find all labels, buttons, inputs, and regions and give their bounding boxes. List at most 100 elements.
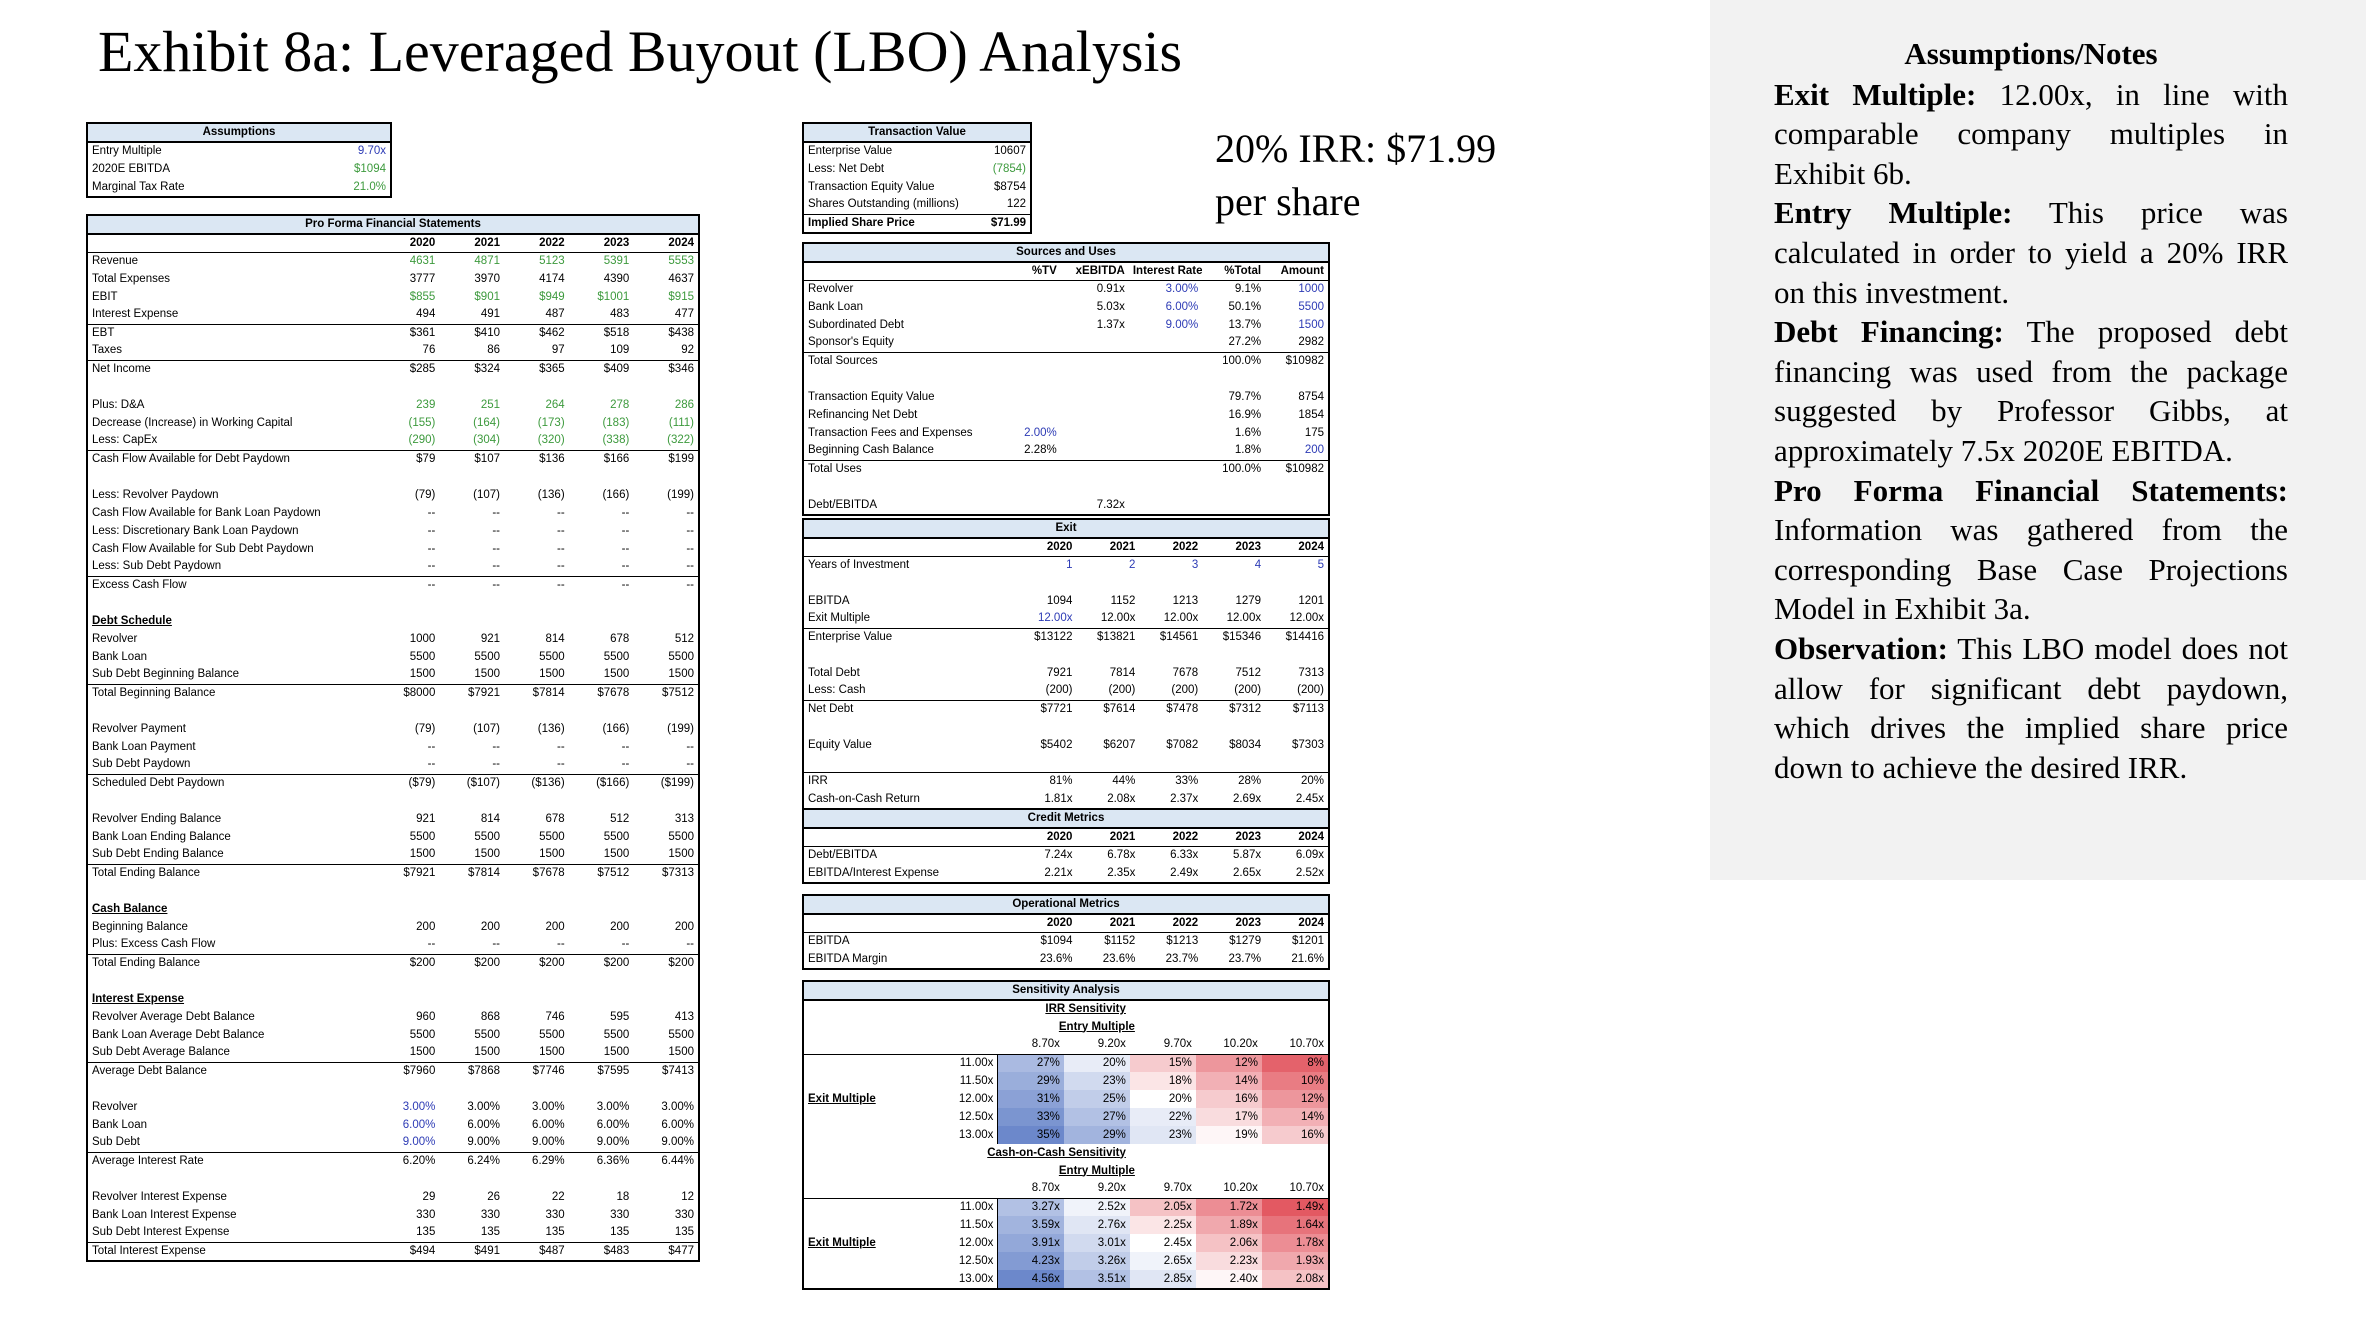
note-paragraph: Debt Financing: The proposed debt financ… [1774, 312, 2288, 470]
sensitivity-cell: 29% [997, 1072, 1064, 1090]
spacer-cell [88, 468, 698, 486]
row-value: $7512 [568, 863, 634, 882]
row-value [504, 612, 569, 630]
sensitivity-cell: 2.45x [1129, 1234, 1196, 1252]
row-value: 6.24% [439, 1151, 504, 1170]
row-value: -- [686, 758, 694, 771]
row-value: -- [492, 758, 500, 771]
spacer-row [804, 718, 1328, 736]
year-cell: 2021 [1076, 914, 1140, 933]
year-cell: 2021 [439, 234, 504, 253]
year-cell: 2024 [1265, 828, 1328, 847]
row-value: 7678 [1172, 666, 1199, 679]
row-value [1202, 496, 1265, 514]
row-value: ($166) [568, 773, 634, 792]
row-label: Revolver [92, 1100, 138, 1113]
row-value: -- [492, 524, 500, 537]
row-value: 1500 [409, 668, 436, 681]
row-value: $1001 [597, 290, 630, 303]
row-value: 8754 [1298, 390, 1324, 403]
row-value: 330 [416, 1208, 436, 1221]
table-row: Total Uses 100.0% $10982 [804, 459, 1328, 478]
blank-cell [935, 1036, 998, 1055]
table-row: Net Income $285 $324 $365 $409 $346 [88, 359, 698, 378]
blank-cell [804, 1036, 935, 1055]
table-header: Operational Metrics [804, 896, 1328, 915]
table-grid: Sensitivity Analysis IRR Sensitivity Entry… [804, 982, 1328, 1288]
notes-body: Exit Multiple: 12.00x, in line with comp… [1774, 75, 2288, 788]
sensitivity-cell: 29% [1063, 1126, 1130, 1144]
row-value: 23.6% [1039, 952, 1073, 965]
row-value: $1213 [1166, 934, 1199, 947]
note-paragraph: Entry Multiple: This price was calculate… [1774, 193, 2288, 312]
row-value: 2.45x [1295, 792, 1324, 805]
row-value: -- [621, 506, 630, 519]
exit-multiple-value: 12.00x [935, 1090, 999, 1108]
row-label: Subordinated Debt [808, 318, 904, 331]
sensitivity-cell: 2.65x [1129, 1252, 1196, 1270]
table-header: Transaction Value [804, 124, 1030, 143]
entry-label-row: Entry Multiple [804, 1018, 1328, 1036]
row-value: 3.00% [467, 1100, 500, 1113]
row-value [375, 900, 440, 918]
year-cell: 2023 [568, 234, 634, 253]
row-value: 5500 [539, 650, 565, 663]
row-value: 5500 [668, 1028, 694, 1041]
row-value: 7.32x [1096, 498, 1125, 511]
sensitivity-row: Exit Multiple 12.00x 3.91x 3.01x 2.45x 2.06x 1… [804, 1234, 1328, 1252]
irr-share-price-note: 20% IRR: $71.99 per share [1215, 122, 1496, 228]
year-cell: 2024 [1265, 538, 1328, 557]
header-cell: Assumptions [88, 124, 390, 143]
table-row: Transaction Equity Value 79.7% 8754 [804, 388, 1328, 406]
row-value: 175 [1304, 426, 1324, 439]
row-value [375, 990, 440, 1008]
row-value: 3.00% [402, 1100, 436, 1113]
sensitivity-cell: 2.85x [1129, 1270, 1196, 1288]
row-value [998, 406, 1061, 424]
row-value: $483 [568, 1241, 634, 1260]
spacer-row [804, 646, 1328, 664]
row-value: $7313 [633, 863, 698, 882]
table-row: Plus: Excess Cash Flow -- -- -- -- -- [88, 936, 698, 954]
table-row: EBIT $855 $901 $949 $1001 $915 [88, 288, 698, 306]
table-row: Plus: D&A 239 251 264 278 286 [88, 396, 698, 414]
row-value: 6.33x [1170, 848, 1199, 861]
row-value: -- [492, 542, 500, 555]
row-value: 3970 [474, 272, 500, 285]
row-value: ($107) [439, 773, 504, 792]
row-value: $6207 [1103, 738, 1136, 751]
blank-cell [804, 1072, 935, 1090]
table-row: 2020E EBITDA $1094 [88, 160, 390, 178]
row-value: 7814 [1109, 666, 1136, 679]
row-value: 251 [480, 398, 500, 411]
table-grid: Sources and Uses %TV xEBITDA Interest Rate%… [804, 244, 1328, 514]
row-value: -- [427, 740, 436, 753]
row-value: -- [686, 560, 694, 573]
table-row: Less: Net Debt (7854) [804, 160, 1030, 178]
table-row: Bank Loan Payment -- -- -- -- -- [88, 738, 698, 756]
table-row: Sub Debt Interest Expense 135 135 135 135 135 [88, 1224, 698, 1242]
sensitivity-cell: 20% [1129, 1090, 1196, 1108]
row-value: $494 [374, 1241, 440, 1260]
row-value: 330 [674, 1208, 694, 1221]
entry-multiple-value: 9.20x [1063, 1180, 1130, 1199]
row-value: 1500 [668, 668, 694, 681]
row-value: $200 [504, 953, 569, 972]
column-header: Interest Rate [1128, 262, 1203, 281]
row-value [1060, 351, 1129, 370]
table-row: Sponsor's Equity 27.2% 2982 [804, 334, 1328, 352]
row-value [998, 280, 1061, 298]
sensitivity-row: 11.00x 3.27x 2.52x 2.05x 1.72x 1.49x [804, 1198, 1328, 1216]
note-text: 12.00x, in line with comparable company … [1774, 76, 2288, 191]
blank-cell [804, 1252, 935, 1270]
row-label: Plus: D&A [92, 398, 145, 411]
row-value: -- [556, 758, 565, 771]
year-cell: 2022 [1139, 538, 1203, 557]
row-label: EBITDA Margin [808, 952, 888, 965]
row-value: 97 [551, 344, 565, 357]
exit-table: Exit 2020 2021 2022 2023 2024 Years of Investm… [802, 518, 1330, 810]
row-value: 12.00x [1226, 612, 1262, 625]
row-value: 3.00% [532, 1100, 565, 1113]
header-cell: Pro Forma Financial Statements [88, 216, 698, 235]
sensitivity-cell: 1.72x [1195, 1198, 1262, 1216]
